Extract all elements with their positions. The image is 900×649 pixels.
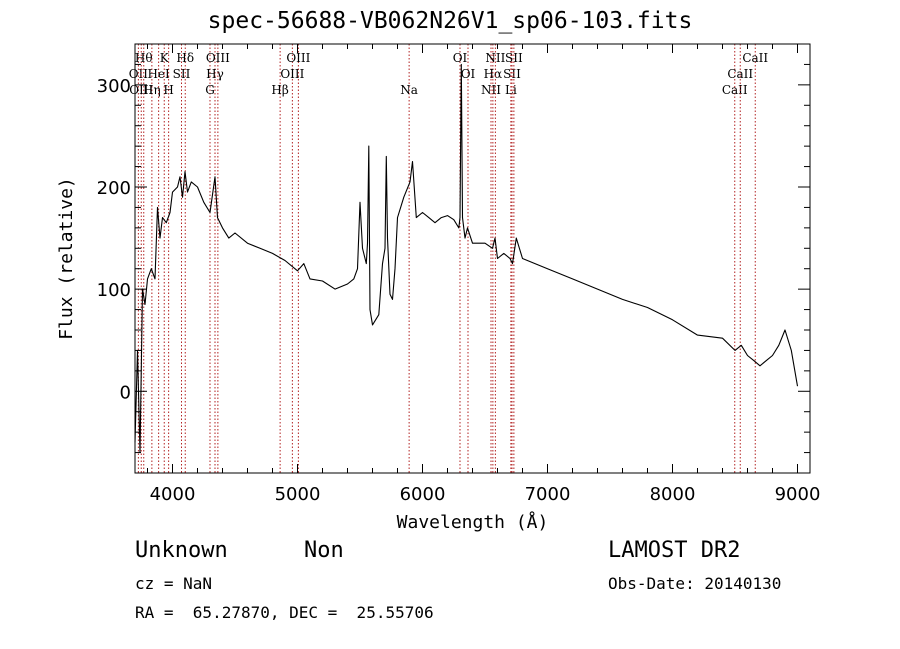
- y-tick-label: 100: [97, 280, 131, 301]
- y-tick-label: 0: [120, 382, 131, 403]
- plot-frame: [134, 43, 811, 474]
- x-tick-label: 5000: [275, 484, 321, 505]
- y-axis-label: Flux (relative): [56, 177, 77, 340]
- x-tick-label: 9000: [775, 484, 821, 505]
- x-tick-label: 7000: [525, 484, 571, 505]
- object-class: Unknown: [135, 538, 228, 563]
- marker-label: G: [205, 83, 215, 97]
- marker-label: OI: [461, 67, 476, 81]
- marker-label: SII: [173, 67, 191, 81]
- marker-label: OIII: [206, 51, 230, 65]
- marker-label: Hθ: [135, 51, 153, 65]
- marker-label: SII: [503, 67, 521, 81]
- marker-label: Hη: [143, 83, 161, 97]
- y-tick-label: 300: [97, 76, 131, 97]
- marker-label: Na: [400, 83, 418, 97]
- marker-label: Li: [505, 83, 517, 97]
- marker-label: Hα: [484, 67, 503, 81]
- marker-label: Hγ: [206, 67, 224, 81]
- marker-label: K: [160, 51, 170, 65]
- marker-label: CaII: [727, 67, 753, 81]
- marker-label: OIII: [286, 51, 310, 65]
- marker-label: CaII: [742, 51, 768, 65]
- spectrum-series-line: [134, 63, 799, 454]
- survey-name: LAMOST DR2: [608, 538, 741, 563]
- marker-label: Hδ: [176, 51, 194, 65]
- marker-label: OII: [129, 67, 149, 81]
- marker-label: NII: [485, 51, 505, 65]
- marker-label: SII: [505, 51, 523, 65]
- marker-label: H: [163, 83, 173, 97]
- marker-label: CaII: [722, 83, 748, 97]
- x-tick-label: 8000: [650, 484, 696, 505]
- obs-date-text: Obs-Date: 20140130: [608, 574, 782, 593]
- redshift-text: cz = NaN: [135, 574, 213, 593]
- marker-label: NII: [481, 83, 501, 97]
- y-tick-label: 200: [97, 178, 131, 199]
- marker-label: OIII: [280, 67, 304, 81]
- marker-label: OI: [453, 51, 468, 65]
- marker-label: Hβ: [271, 83, 288, 97]
- chart-title: spec-56688-VB062N26V1_sp06-103.fits: [207, 8, 693, 34]
- object-subclass: Non: [304, 538, 344, 563]
- x-axis-label: Wavelength (Å): [397, 511, 549, 533]
- x-tick-label: 4000: [150, 484, 196, 505]
- coordinates-text: RA = 65.27870, DEC = 25.55706: [135, 603, 434, 622]
- x-tick-label: 6000: [400, 484, 446, 505]
- marker-label: HeI: [147, 67, 170, 81]
